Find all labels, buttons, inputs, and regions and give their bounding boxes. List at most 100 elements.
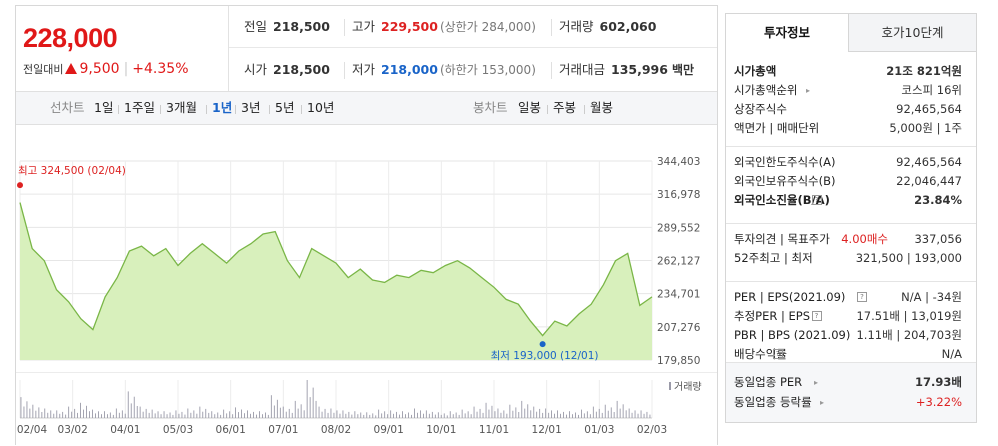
volume-bar — [247, 410, 248, 418]
volume-bar — [366, 412, 368, 418]
peer-key[interactable]: 동일업종 PER — [734, 375, 803, 389]
tab-separator — [206, 105, 207, 114]
volume-bar — [312, 387, 314, 418]
tab-period-6[interactable]: 10년 — [307, 100, 335, 115]
help-icon[interactable]: ? — [811, 195, 822, 205]
up-triangle-icon — [65, 63, 78, 74]
tab-period-2[interactable]: 3개월 — [166, 100, 197, 115]
volume-bar — [208, 412, 210, 418]
x-tick-label: 10/01 — [426, 424, 456, 436]
info-key: 시가총액 — [734, 64, 777, 78]
y-tick-label: 344,403 — [657, 156, 700, 168]
volume-bar — [581, 409, 582, 418]
volume-bar — [628, 408, 630, 418]
volume-bar — [166, 414, 168, 418]
volume-bar — [360, 412, 362, 418]
quote-value: 602,060 — [599, 19, 657, 34]
volume-bar — [276, 399, 278, 418]
quote-key: 거래량 — [559, 19, 594, 34]
volume-bar — [133, 396, 135, 418]
tab-period-1[interactable]: 1주일 — [124, 100, 155, 115]
tab-order-book[interactable]: 호가10단계 — [848, 14, 976, 52]
volume-bar — [273, 405, 275, 418]
volume-bar — [163, 411, 165, 418]
tab-period-0[interactable]: 1일 — [94, 100, 114, 115]
volume-bar — [95, 413, 96, 418]
volume-bar — [285, 411, 287, 418]
volume-bar — [518, 412, 520, 418]
volume-bar — [583, 413, 585, 418]
help-icon[interactable]: ? — [857, 292, 867, 302]
volume-bar — [53, 413, 55, 418]
volume-bar — [622, 404, 624, 418]
volume-bar — [551, 410, 552, 418]
info-value: 21조 821억원 — [886, 64, 962, 78]
volume-bar — [449, 411, 451, 418]
volume-bar — [458, 414, 460, 418]
volume-bar — [184, 414, 186, 418]
investment-info-panel: 투자정보 호가10단계 시가총액 21조 821억원 시가총액순위 ▸ 코스피 16위 상… — [725, 13, 977, 423]
tab-period-5[interactable]: 5년 — [275, 100, 295, 115]
info-value: 17.51배 | 13,019원 — [856, 309, 962, 323]
x-tick-label: 05/03 — [163, 424, 193, 436]
volume-bar — [282, 406, 284, 418]
volume-bar — [500, 412, 502, 418]
help-icon[interactable]: ? — [811, 311, 822, 321]
volume-bar — [157, 411, 159, 418]
volume-bar — [250, 413, 251, 418]
volume-bar — [485, 402, 487, 418]
y-tick-label: 316,978 — [657, 189, 700, 201]
volume-bar — [512, 410, 514, 418]
x-tick-label: 12/01 — [532, 424, 562, 436]
volume-bar — [387, 414, 389, 418]
volume-bar — [476, 411, 478, 418]
volume-bar — [479, 408, 481, 418]
info-row: 추정PER | EPS? 17.51배 | 13,019원 — [734, 307, 962, 326]
x-tick-label: 02/03 — [637, 424, 667, 436]
volume-bar — [65, 414, 67, 418]
volume-bar — [363, 414, 365, 418]
volume-bar — [482, 412, 484, 418]
tab-separator — [118, 105, 119, 114]
volume-bar — [509, 404, 511, 418]
volume-bar — [431, 411, 433, 418]
tab-candle-2[interactable]: 월봉 — [590, 100, 614, 115]
volume-bar — [297, 408, 299, 418]
volume-bar — [533, 406, 535, 418]
volume-bar — [47, 412, 49, 418]
help-icon[interactable]: ? — [772, 349, 783, 359]
info-row: 시가총액 21조 821억원 — [734, 62, 962, 81]
y-tick-label: 262,127 — [657, 256, 700, 268]
info-key: 외국인한도주식수(A) — [734, 155, 836, 169]
volume-bar — [38, 407, 40, 418]
volume-bar — [50, 410, 52, 418]
tab-period-3[interactable]: 1년 — [212, 100, 233, 115]
volume-bar — [59, 413, 61, 418]
volume-bar — [148, 412, 150, 418]
tab-investment-info[interactable]: 투자정보 — [726, 14, 848, 52]
volume-bar — [384, 411, 386, 418]
volume-bar — [300, 404, 302, 418]
volume-bar — [604, 404, 606, 418]
volume-bar — [169, 412, 171, 418]
tab-candle-0[interactable]: 일봉 — [518, 100, 542, 115]
peer-key[interactable]: 동일업종 등락률 — [734, 395, 812, 409]
volume-bar — [411, 414, 412, 418]
x-tick-label: 08/02 — [321, 424, 351, 436]
volume-bar — [178, 413, 180, 418]
volume-bar — [253, 411, 254, 418]
peer-value: +3.22% — [915, 395, 962, 409]
volume-bar — [339, 413, 341, 418]
volume-bar — [536, 411, 538, 418]
info-value: N/A | -34원 — [901, 290, 962, 304]
price-chart: 344,403 316,978 289,552 262,127 234,701 207,2… — [17, 156, 701, 367]
volume-bar — [68, 406, 70, 418]
volume-bar — [646, 411, 648, 418]
volume-bar — [396, 411, 397, 418]
tab-period-4[interactable]: 3년 — [241, 100, 261, 115]
quote-sub: (상한가 284,000) — [439, 20, 536, 34]
volume-bar — [115, 408, 117, 418]
volume-bar — [20, 397, 22, 418]
volume-bar — [539, 408, 541, 418]
tab-candle-1[interactable]: 주봉 — [553, 100, 577, 115]
